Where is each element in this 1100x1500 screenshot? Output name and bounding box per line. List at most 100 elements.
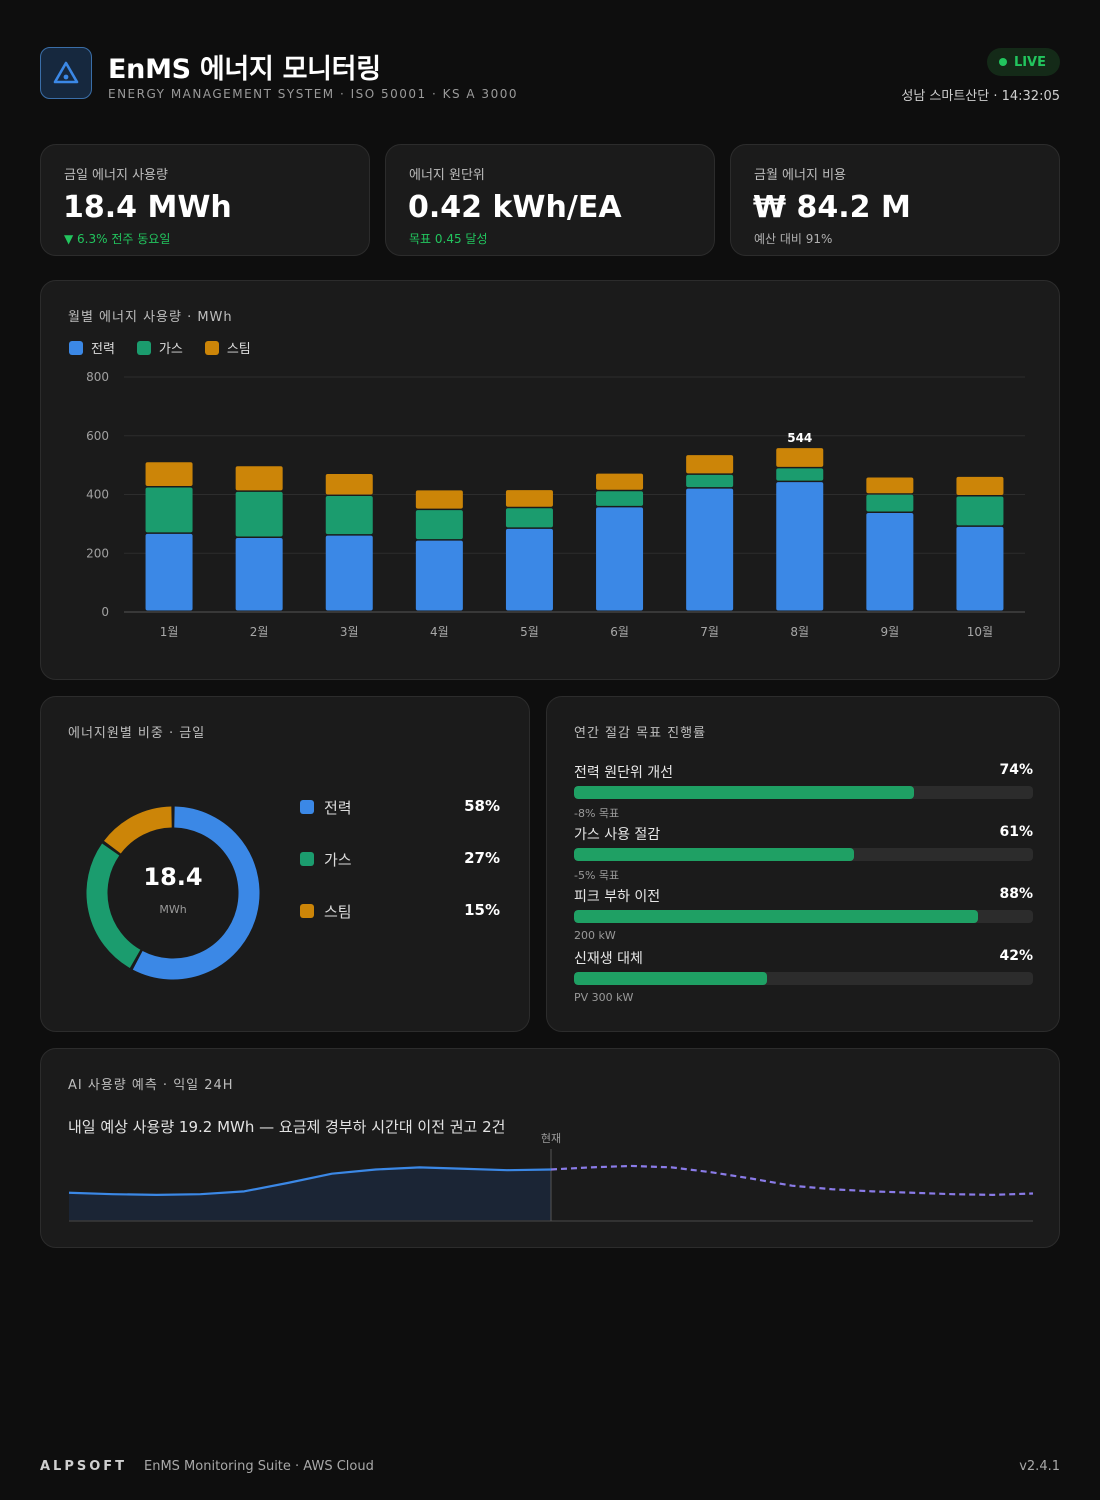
kpi-label: 금일 에너지 사용량	[64, 168, 168, 183]
forecast-line-chart: 현재	[68, 1132, 1034, 1222]
donut-slice	[104, 806, 173, 854]
goal-name: 전력 원단위 개선	[574, 765, 674, 781]
goal-progress-fill	[574, 848, 854, 861]
mix-label: 전력	[324, 799, 352, 817]
goals-title: 연간 절감 목표 진행률	[574, 726, 707, 741]
x-tick-label: 9월	[881, 625, 900, 639]
x-tick-label: 5월	[520, 625, 539, 639]
mix-legend-steam: 스팀 15%	[300, 901, 500, 921]
app-title: EnMS 에너지 모니터링	[108, 54, 381, 85]
mix-label: 스팀	[324, 903, 352, 921]
bar-segment	[325, 473, 373, 495]
donut-slice	[132, 806, 260, 980]
mix-legend-gas: 가스 27%	[300, 849, 500, 869]
kpi-value: ₩ 84.2 M	[753, 190, 911, 225]
goal-progress-fill	[574, 972, 767, 985]
bar-segment	[505, 508, 553, 528]
legend-swatch	[136, 340, 151, 355]
goal-progress-fill	[574, 910, 978, 923]
kpi-value: 0.42 kWh/EA	[408, 190, 622, 225]
legend-swatch	[204, 340, 219, 355]
legend-item-gas: 가스	[136, 338, 183, 357]
goal-progress-fill	[574, 786, 914, 799]
goal-item: 신재생 대체 42% PV 300 kW	[574, 948, 1033, 1008]
mix-percent: 15%	[464, 901, 500, 919]
y-tick-label: 200	[86, 546, 109, 560]
bar-segment	[956, 496, 1004, 526]
x-tick-label: 1월	[160, 625, 179, 639]
goal-item: 가스 사용 절감 61% -5% 목표	[574, 824, 1033, 884]
app-logo	[40, 47, 92, 99]
footer-suite: EnMS Monitoring Suite · AWS Cloud	[144, 1459, 374, 1474]
donut-slice	[86, 843, 141, 968]
x-tick-label: 4월	[430, 625, 449, 639]
goal-percent: 88%	[999, 886, 1033, 902]
chart-title: 월별 에너지 사용량 · MWh	[68, 310, 233, 325]
kpi-note: ▼ 6.3% 전주 동요일	[64, 232, 171, 246]
mix-percent: 58%	[464, 797, 500, 815]
kpi-value: 18.4 MWh	[63, 190, 232, 225]
bar-segment	[956, 476, 1004, 496]
goal-name: 신재생 대체	[574, 951, 643, 967]
bar-segment	[145, 462, 193, 486]
bar-segment	[415, 490, 463, 509]
goal-target: PV 300 kW	[574, 991, 634, 1004]
bar-segment	[866, 477, 914, 494]
bar-segment	[415, 510, 463, 540]
footer-brand: ALPSOFT	[40, 1459, 128, 1474]
goal-percent: 61%	[999, 824, 1033, 840]
goal-percent: 74%	[999, 762, 1033, 778]
goal-progress-track	[574, 786, 1033, 799]
legend-label: 스팀	[226, 342, 251, 357]
kpi-card-monthly-cost: 금월 에너지 비용 ₩ 84.2 M 예산 대비 91%	[730, 144, 1060, 256]
bar-segment	[866, 513, 914, 611]
goal-name: 피크 부하 이전	[574, 889, 661, 905]
bar-segment	[596, 507, 644, 611]
bar-segment	[505, 490, 553, 507]
energy-mix-card: 에너지원별 비중 · 금일 18.4 MWh 전력 58% 가스 27% 스팀 …	[40, 696, 530, 1032]
bar-segment	[596, 473, 644, 490]
app-subtitle: ENERGY MANAGEMENT SYSTEM · ISO 50001 · K…	[108, 87, 518, 101]
forecast-title: AI 사용량 예측 · 익일 24H	[68, 1078, 234, 1093]
bar-segment	[596, 491, 644, 506]
footer: ALPSOFT EnMS Monitoring Suite · AWS Clou…	[40, 1459, 1060, 1477]
mix-title: 에너지원별 비중 · 금일	[68, 726, 206, 741]
x-tick-label: 2월	[250, 625, 269, 639]
monthly-usage-card: 월별 에너지 사용량 · MWh 전력 가스 스팀 0 200 400 600 800 1…	[40, 280, 1060, 680]
x-tick-label: 10월	[967, 625, 993, 639]
legend-label: 가스	[158, 342, 183, 357]
footer-version: v2.4.1	[1019, 1459, 1060, 1474]
x-tick-label: 8월	[790, 625, 809, 639]
goal-target: -8% 목표	[574, 807, 620, 820]
bar-segment	[235, 537, 283, 611]
bar-segment	[325, 495, 373, 535]
mix-percent: 27%	[464, 849, 500, 867]
goal-name: 가스 사용 절감	[574, 827, 661, 843]
donut-center-unit: MWh	[159, 903, 187, 916]
bar-segment	[235, 466, 283, 491]
mix-legend-electric: 전력 58%	[300, 797, 500, 817]
forecast-actual-area	[69, 1167, 551, 1221]
kpi-label: 금월 에너지 비용	[754, 168, 846, 183]
bar-segment	[145, 533, 193, 611]
energy-mix-donut	[86, 806, 260, 980]
live-dot-icon	[998, 58, 1007, 66]
legend-item-steam: 스팀	[204, 338, 251, 357]
kpi-note: 예산 대비 91%	[754, 232, 833, 246]
kpi-label: 에너지 원단위	[409, 168, 485, 183]
monthly-bar-chart: 0 200 400 600 800 1월 2월 3월 4월 5월 6월 7월 8월 544 9월 10월	[86, 370, 1025, 639]
warning-triangle-icon	[53, 61, 79, 84]
goal-progress-track	[574, 972, 1033, 985]
bar-segment	[325, 535, 373, 611]
forecast-summary: 내일 예상 사용량 19.2 MWh — 요금제 경부하 시간대 이전 권고 2…	[68, 1118, 506, 1136]
legend-label: 전력	[91, 342, 115, 357]
y-tick-label: 0	[101, 605, 109, 619]
bar-segment	[505, 528, 553, 611]
bar-segment	[776, 468, 824, 481]
legend-swatch	[300, 800, 314, 814]
x-tick-label: 7월	[700, 625, 719, 639]
ai-forecast-card: AI 사용량 예측 · 익일 24H 내일 예상 사용량 19.2 MWh — …	[40, 1048, 1060, 1248]
chart-legend: 전력 가스 스팀	[69, 338, 251, 357]
goal-item: 피크 부하 이전 88% 200 kW	[574, 886, 1033, 946]
bar-segment	[776, 482, 824, 611]
